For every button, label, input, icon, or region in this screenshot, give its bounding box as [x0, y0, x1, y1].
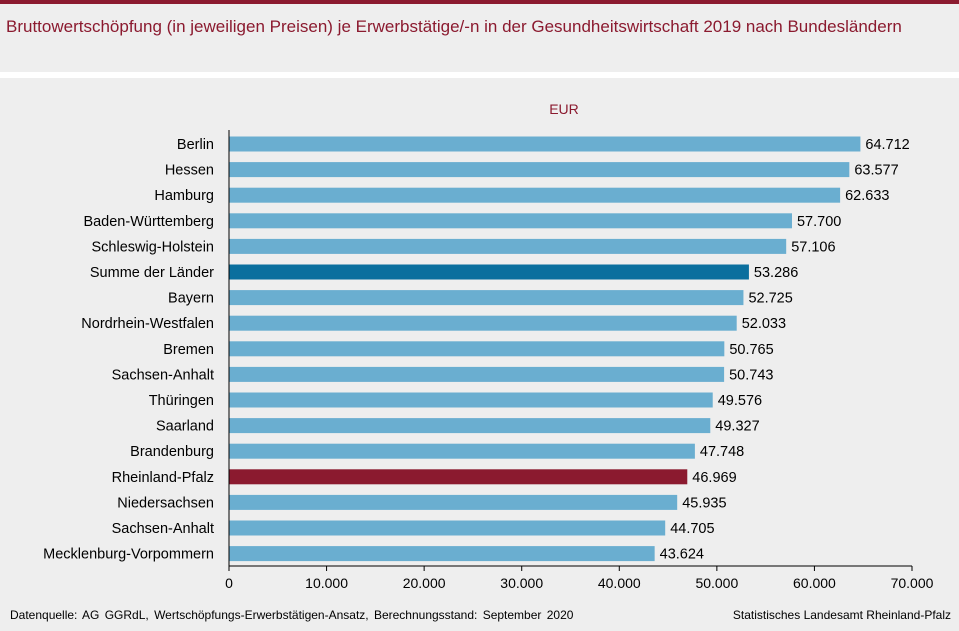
x-tick-label: 70.000: [891, 575, 934, 591]
value-label: 50.765: [729, 342, 773, 358]
bar: [229, 315, 737, 331]
bar: [229, 162, 850, 178]
bar: [229, 238, 787, 254]
bar: [229, 136, 861, 152]
x-tick-label: 20.000: [403, 575, 446, 591]
publisher-note: Statistisches Landesamt Rheinland-Pfalz: [732, 608, 951, 622]
bar: [229, 469, 688, 485]
bar: [229, 546, 655, 562]
x-tick-label: 0: [225, 575, 233, 591]
category-label: Baden-Württemberg: [83, 214, 214, 230]
x-tick-label: 30.000: [500, 575, 543, 591]
unit-label: EUR: [549, 101, 579, 117]
bar: [229, 290, 744, 306]
value-label: 52.725: [748, 291, 792, 307]
category-label: Schleswig-Holstein: [92, 239, 215, 255]
value-label: 47.748: [700, 444, 744, 460]
x-tick-label: 50.000: [695, 575, 738, 591]
bar: [229, 443, 695, 459]
value-label: 52.033: [742, 316, 786, 332]
bar: [229, 213, 792, 229]
x-tick-label: 40.000: [598, 575, 641, 591]
category-label: Hessen: [165, 163, 214, 179]
value-label: 46.969: [692, 470, 736, 486]
value-label: 63.577: [854, 163, 898, 179]
category-label: Summe der Länder: [90, 265, 214, 281]
top-accent-rule: [0, 0, 959, 4]
x-tick-label: 10.000: [305, 575, 348, 591]
category-label: Saarland: [156, 419, 214, 435]
category-label: Thüringen: [149, 393, 214, 409]
bar: [229, 341, 725, 357]
value-label: 45.935: [682, 495, 726, 511]
category-label: Niedersachsen: [117, 495, 214, 511]
value-label: 62.633: [845, 188, 889, 204]
bars-group: Berlin 64.712 Hessen 63.577 Hamburg 62.633 Bad…: [43, 136, 910, 563]
bar: [229, 520, 666, 536]
x-tick-label: 60.000: [793, 575, 836, 591]
value-label: 57.700: [797, 214, 841, 230]
bar: [229, 392, 713, 408]
category-label: Sachsen-Anhalt: [112, 521, 214, 537]
value-label: 43.624: [660, 547, 704, 563]
bar: [229, 494, 678, 510]
category-label: Brandenburg: [130, 444, 214, 460]
category-label: Berlin: [177, 137, 214, 153]
x-axis: 0 10.000 20.000 30.000 40.000 50.000 60.000 70.…: [225, 130, 934, 591]
category-label: Rheinland-Pfalz: [112, 470, 214, 486]
bar: [229, 264, 749, 280]
bar: [229, 418, 711, 434]
category-label: Bayern: [168, 291, 214, 307]
chart-title: Bruttowertschöpfung (in jeweiligen Preis…: [6, 17, 902, 36]
source-note: Datenquelle: AG GGRdL, Wertschöpfungs-Er…: [10, 608, 574, 622]
category-label: Sachsen-Anhalt: [112, 367, 214, 383]
value-label: 53.286: [754, 265, 798, 281]
bar: [229, 187, 841, 203]
category-label: Nordrhein-Westfalen: [81, 316, 214, 332]
bar: [229, 366, 725, 382]
value-label: 57.106: [791, 239, 835, 255]
title-band: Bruttowertschöpfung (in jeweiligen Preis…: [0, 4, 959, 72]
value-label: 49.327: [715, 419, 759, 435]
value-label: 50.743: [729, 367, 773, 383]
category-label: Mecklenburg-Vorpommern: [43, 547, 214, 563]
value-label: 49.576: [718, 393, 762, 409]
category-label: Hamburg: [154, 188, 214, 204]
value-label: 64.712: [865, 137, 909, 153]
value-label: 44.705: [670, 521, 714, 537]
category-label: Bremen: [163, 342, 214, 358]
